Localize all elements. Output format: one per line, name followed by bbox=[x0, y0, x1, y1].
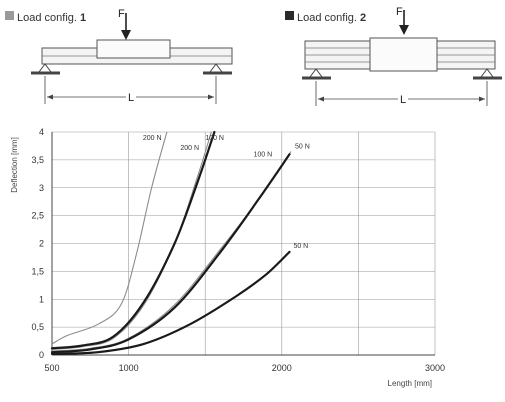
support-left-1 bbox=[31, 63, 60, 75]
curve-label: 200 N bbox=[180, 145, 199, 152]
y-tick-label: 1,5 bbox=[31, 266, 44, 276]
curve-label: 200 N bbox=[143, 135, 162, 142]
x-tick-label: 3000 bbox=[425, 363, 445, 373]
carriage-1 bbox=[96, 39, 171, 59]
curve-config1-200n bbox=[51, 131, 168, 345]
curve-label: 50 N bbox=[295, 144, 310, 151]
curve-label: 50 N bbox=[293, 243, 308, 250]
force-label-1: F bbox=[118, 8, 125, 20]
horizontal-gridlines bbox=[52, 131, 435, 356]
span-dimension-2 bbox=[315, 81, 488, 106]
curve-config2-50n bbox=[50, 250, 291, 355]
curve-labels: 200 N 100 N 50 N 200 N 100 N 50 N bbox=[143, 135, 310, 250]
curve-config2-200n bbox=[50, 130, 216, 350]
y-tick-label: 2,5 bbox=[31, 211, 44, 221]
deflection-curves bbox=[50, 130, 292, 355]
load-config-1-swatch bbox=[5, 11, 14, 20]
curve-label: 100 N bbox=[253, 151, 272, 158]
x-tick-label: 500 bbox=[44, 363, 59, 373]
deflection-chart: 200 N 100 N 50 N 200 N 100 N 50 N 0 0,5 1 1,5 2 2,… bbox=[10, 127, 445, 388]
y-tick-label: 0 bbox=[39, 350, 44, 360]
y-tick-labels: 0 0,5 1 1,5 2 2,5 3 3,5 4 bbox=[31, 127, 44, 360]
x-tick-label: 2000 bbox=[272, 363, 292, 373]
y-tick-label: 3,5 bbox=[31, 155, 44, 165]
x-axis-title: Length [mm] bbox=[388, 379, 432, 388]
curve-config2-100n bbox=[50, 153, 291, 354]
load-config-2-diagram: Load config. 2 F L bbox=[285, 6, 502, 106]
load-config-1-label: Load config. 1 bbox=[17, 12, 86, 24]
y-tick-label: 4 bbox=[39, 127, 44, 137]
carriage-2 bbox=[369, 37, 438, 72]
load-config-2-swatch bbox=[285, 11, 294, 20]
curve-label: 100 N bbox=[205, 135, 224, 142]
y-axis-title: Deflection [mm] bbox=[10, 137, 19, 193]
curve-config1-100n bbox=[51, 131, 212, 350]
load-config-1-diagram: Load config. 1 F L bbox=[5, 8, 233, 104]
load-config-2-label: Load config. 2 bbox=[297, 12, 366, 24]
support-right-2 bbox=[473, 68, 502, 80]
support-right-1 bbox=[203, 63, 232, 75]
span-label-2: L bbox=[400, 94, 406, 106]
span-dimension-1 bbox=[44, 76, 217, 104]
y-tick-label: 3 bbox=[39, 183, 44, 193]
y-tick-label: 2 bbox=[39, 239, 44, 249]
y-tick-label: 1 bbox=[39, 294, 44, 304]
x-tick-label: 1000 bbox=[119, 363, 139, 373]
y-tick-label: 0,5 bbox=[31, 322, 44, 332]
force-arrow-1 bbox=[121, 13, 131, 40]
support-left-2 bbox=[302, 68, 331, 80]
x-tick-labels: 500 1000 2000 3000 bbox=[44, 363, 445, 373]
force-label-2: F bbox=[396, 6, 403, 18]
force-arrow-2 bbox=[399, 10, 409, 35]
span-label-1: L bbox=[128, 92, 134, 104]
